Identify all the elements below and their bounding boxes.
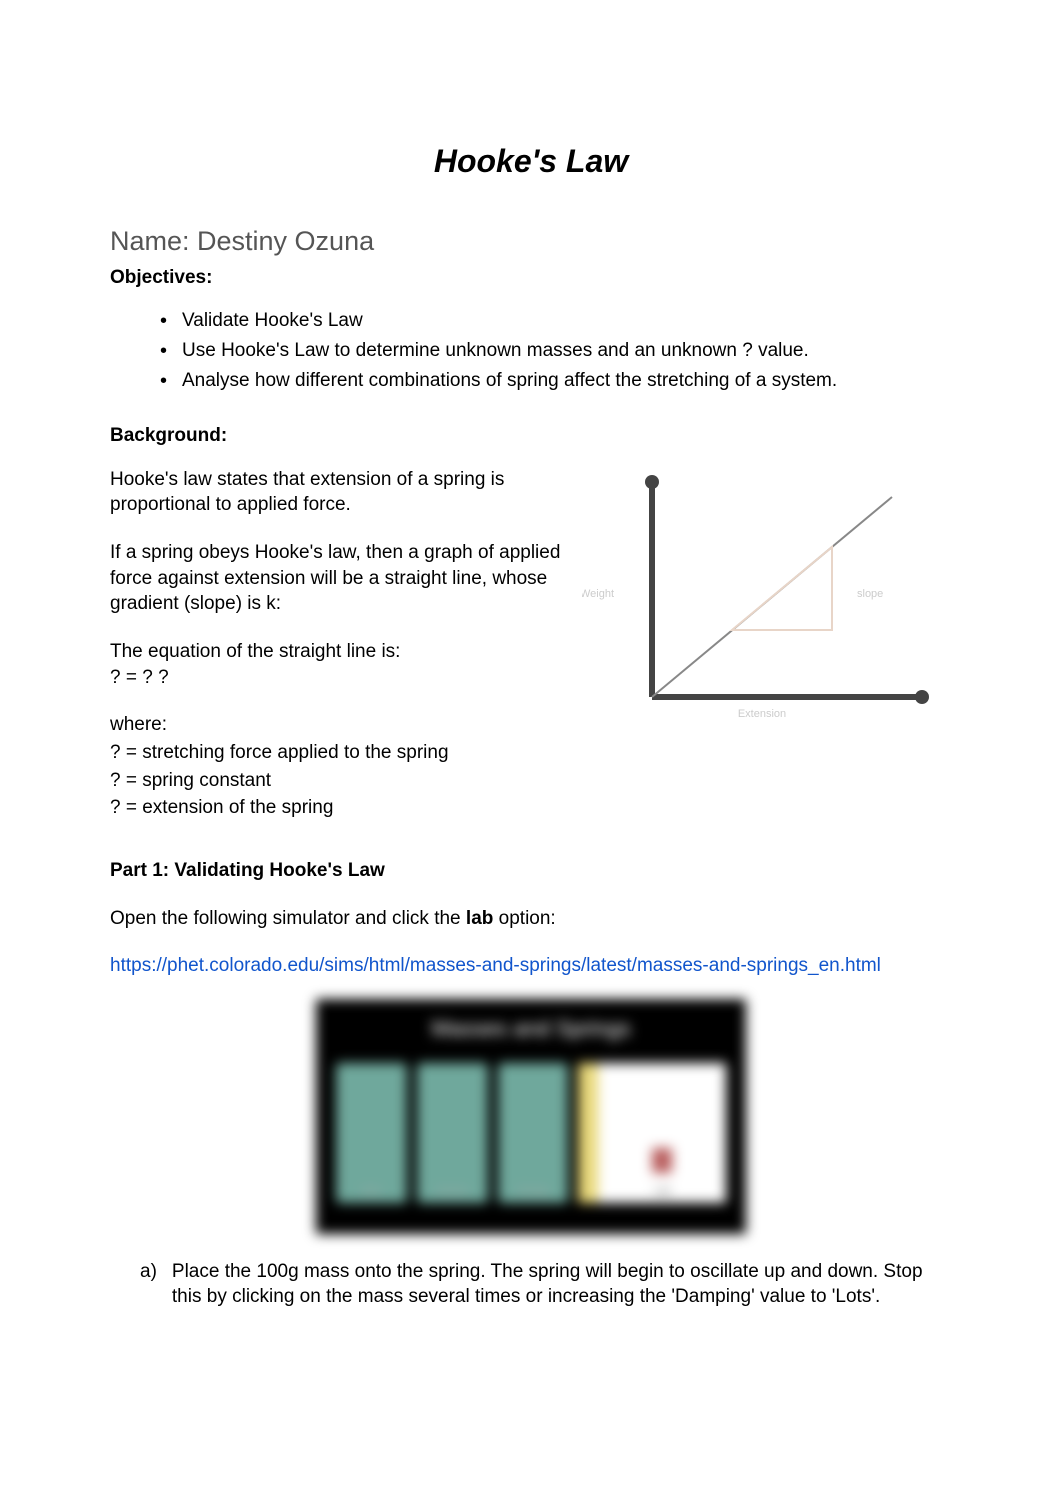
objectives-list: Validate Hooke's Law Use Hooke's Law to … [110,308,952,393]
background-para: If a spring obeys Hooke's law, then a gr… [110,540,562,617]
background-text: Hooke's law states that extension of a s… [110,467,562,823]
step-letter: a) [140,1259,157,1310]
document-title: Hooke's Law [110,140,952,183]
screenshot-panel: Intro [336,1063,407,1203]
where-item: ? = stretching force applied to the spri… [110,740,562,766]
where-label: where: [110,712,562,738]
background-para: Hooke's law states that extension of a s… [110,467,562,518]
svg-text:Extension: Extension [738,708,786,720]
hookes-law-graph: Weight slope Extension [582,467,952,727]
objective-item: Use Hooke's Law to determine unknown mas… [160,338,952,364]
student-name: Name: Destiny Ozuna [110,223,952,259]
screenshot-panel: Vectors [417,1063,488,1203]
step-a: a) Place the 100g mass onto the spring. … [110,1259,952,1310]
part1-instruction: Open the following simulator and click t… [110,906,952,932]
svg-text:Weight: Weight [582,588,614,600]
screenshot-panel: Energy [498,1063,569,1203]
where-item: ? = extension of the spring [110,795,562,821]
background-heading: Background: [110,423,952,449]
objective-item: Analyse how different combinations of sp… [160,368,952,394]
simulator-screenshot: Masses and Springs Intro Vectors Energy … [316,999,746,1234]
objective-item: Validate Hooke's Law [160,308,952,334]
background-para: The equation of the straight line is: ? … [110,639,562,690]
screenshot-panel-lab: Lab [578,1063,726,1203]
screenshot-title: Masses and Springs [336,1014,726,1044]
part1-heading: Part 1: Validating Hooke's Law [110,858,952,884]
svg-text:slope: slope [857,588,883,600]
simulator-link[interactable]: https://phet.colorado.edu/sims/html/mass… [110,953,952,979]
background-section: Hooke's law states that extension of a s… [110,467,952,823]
equation: ? = ? ? [110,667,269,688]
where-item: ? = spring constant [110,768,562,794]
objectives-heading: Objectives: [110,265,952,291]
step-text: Place the 100g mass onto the spring. The… [172,1259,952,1310]
